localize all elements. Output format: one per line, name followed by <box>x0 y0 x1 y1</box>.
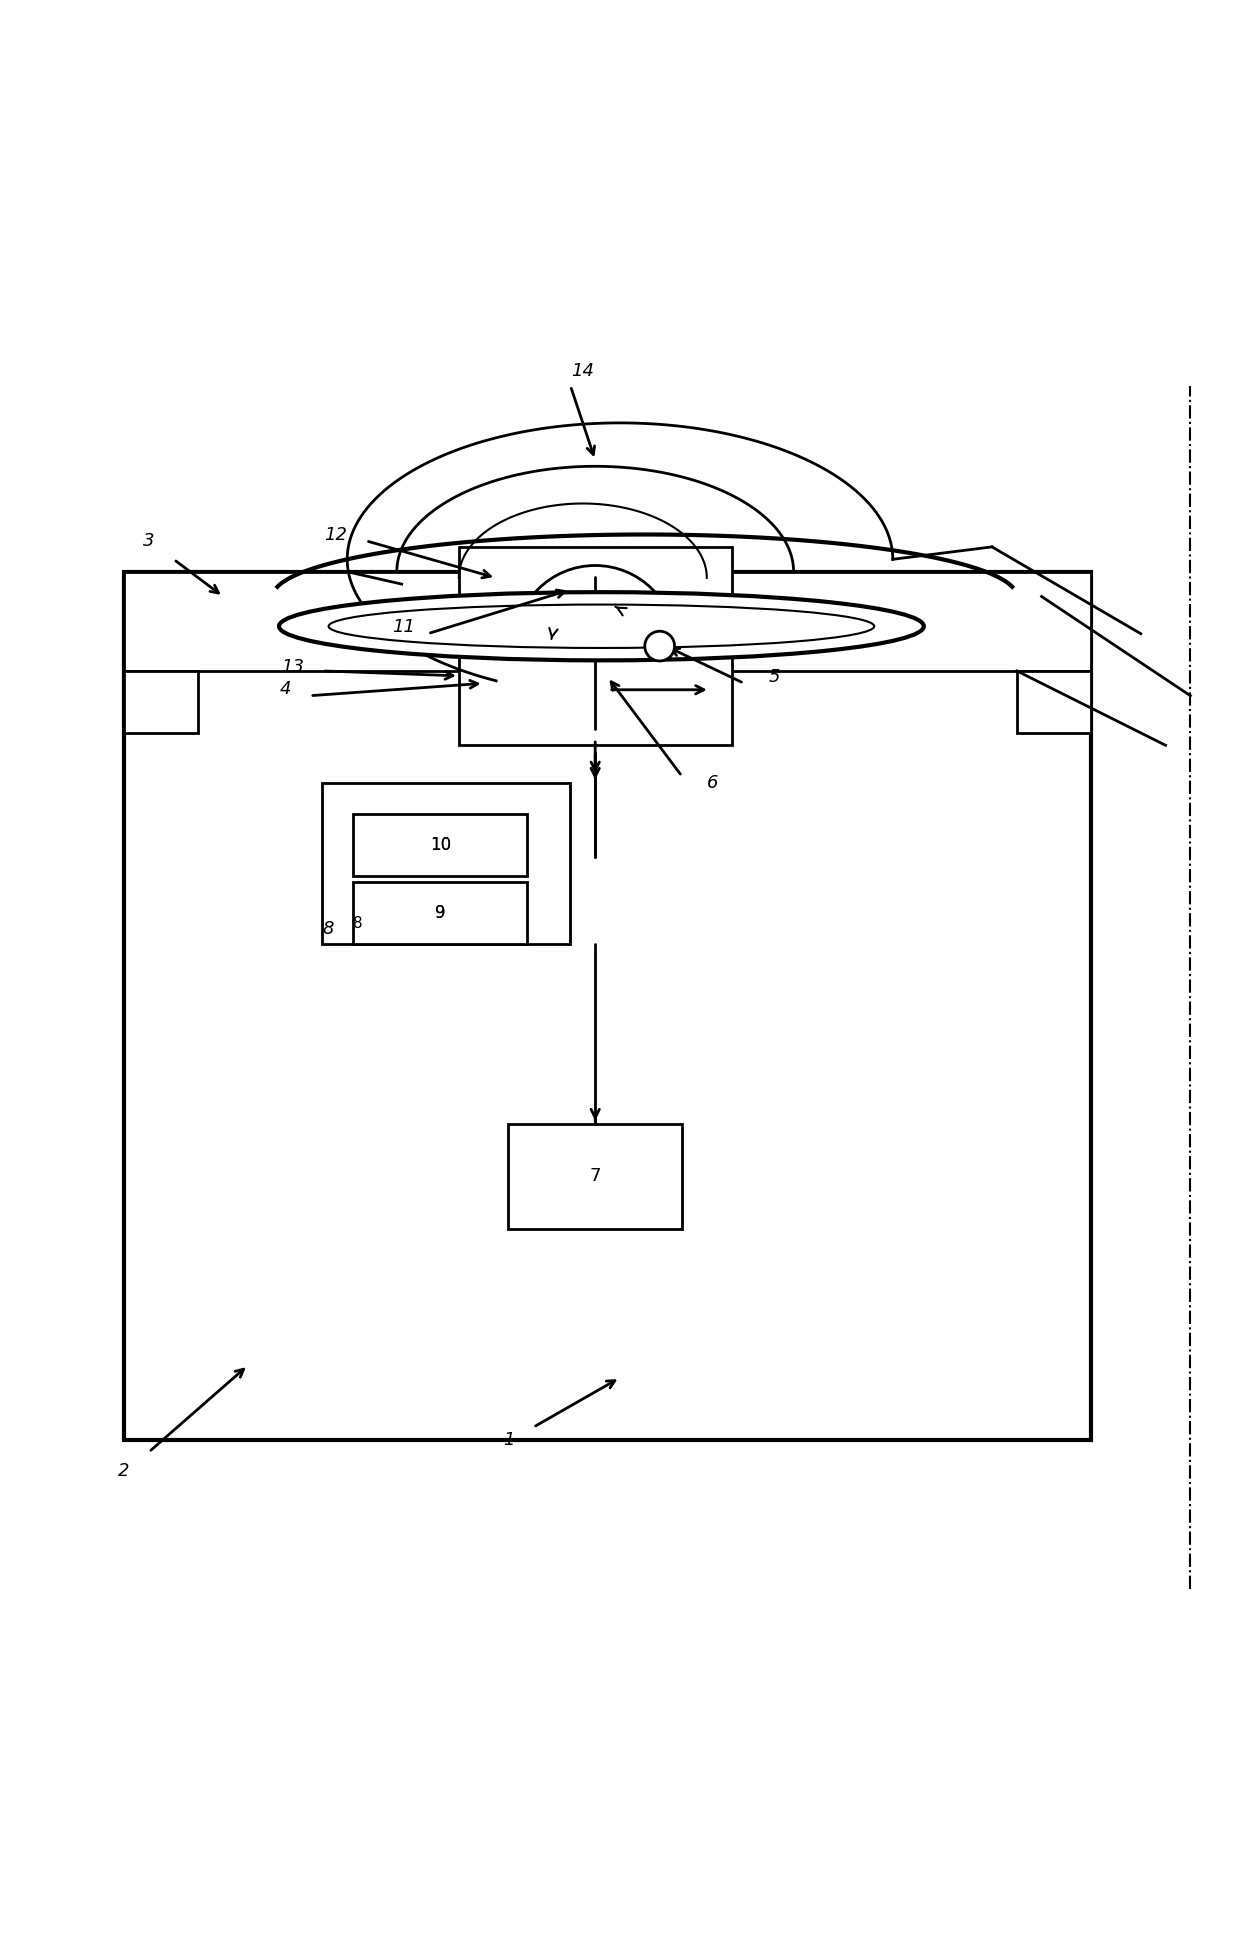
Text: 5: 5 <box>769 668 780 686</box>
Text: 8: 8 <box>322 920 334 938</box>
Bar <box>508 1123 682 1228</box>
Text: 1: 1 <box>502 1431 515 1449</box>
Ellipse shape <box>329 604 874 649</box>
Bar <box>353 881 527 943</box>
Text: 11: 11 <box>392 618 415 637</box>
Text: 4: 4 <box>279 680 291 699</box>
Text: 10: 10 <box>429 835 451 854</box>
Text: 9: 9 <box>435 905 445 922</box>
Text: 7: 7 <box>589 1168 601 1185</box>
Bar <box>1017 670 1091 732</box>
Ellipse shape <box>279 593 924 661</box>
Text: 6: 6 <box>707 773 718 792</box>
Text: 14: 14 <box>572 362 594 380</box>
Text: 9: 9 <box>435 905 445 922</box>
Text: 12: 12 <box>324 525 347 544</box>
Text: 3: 3 <box>143 531 155 550</box>
Bar <box>124 571 1091 1439</box>
Bar <box>124 670 198 732</box>
Bar <box>459 546 732 746</box>
Bar <box>322 783 570 943</box>
Text: 10: 10 <box>429 835 451 854</box>
Text: 13: 13 <box>280 659 304 676</box>
Circle shape <box>645 631 675 661</box>
Text: 8: 8 <box>353 916 363 932</box>
Bar <box>124 571 1091 670</box>
Bar <box>353 814 527 876</box>
Text: 2: 2 <box>118 1462 130 1480</box>
